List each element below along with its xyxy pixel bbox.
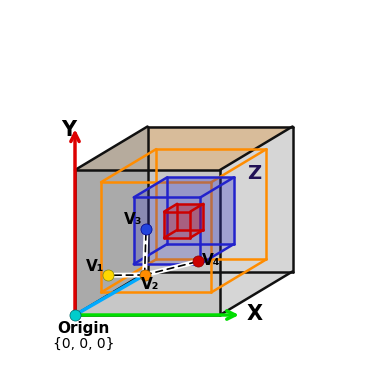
Text: Origin: Origin [57,321,109,336]
Polygon shape [164,204,177,238]
Polygon shape [177,204,203,230]
Polygon shape [134,244,234,264]
Polygon shape [164,230,203,238]
Polygon shape [200,177,234,264]
Text: {0, 0, 0}: {0, 0, 0} [53,337,115,351]
Polygon shape [75,126,292,170]
Polygon shape [134,177,167,264]
Polygon shape [75,126,147,315]
Text: Z: Z [247,164,261,183]
Polygon shape [220,126,292,315]
Polygon shape [164,204,203,211]
Text: V₁: V₁ [87,259,105,274]
Polygon shape [134,197,200,264]
Text: V₃: V₃ [124,212,142,227]
Polygon shape [167,177,234,244]
Polygon shape [134,177,234,197]
Polygon shape [190,204,203,238]
Text: V₄: V₄ [202,253,221,268]
Text: X: X [247,304,263,324]
Polygon shape [75,170,220,315]
Text: V₂: V₂ [141,277,159,292]
Polygon shape [164,211,190,238]
Text: Y: Y [61,121,76,140]
